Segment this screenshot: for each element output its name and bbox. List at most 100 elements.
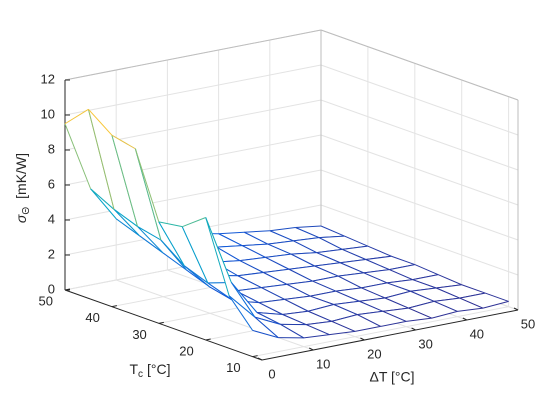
mesh-edge: [254, 316, 281, 325]
x-axis-label: ΔT [°C]: [369, 369, 414, 385]
mesh-edge: [408, 307, 433, 319]
mesh-edge: [267, 243, 292, 255]
mesh-edge: [410, 287, 437, 292]
axis-line: [64, 289, 263, 361]
mesh-edge: [337, 272, 364, 277]
mesh-edge: [228, 295, 254, 331]
mesh-face: [261, 284, 311, 300]
mesh-edge: [261, 283, 287, 289]
mesh-face: [214, 260, 264, 276]
y-axis-label: Tc [°C]: [129, 361, 170, 380]
mesh-edge: [433, 300, 458, 312]
mesh-face: [305, 321, 356, 335]
axis-line: [261, 309, 519, 361]
mesh-face: [310, 291, 360, 305]
mesh-face: [384, 291, 434, 309]
x-tick-label: 10: [316, 356, 330, 371]
mesh-edge: [284, 295, 311, 300]
mesh-edge: [244, 230, 270, 233]
mesh-face: [291, 252, 341, 266]
box-edge: [64, 29, 322, 81]
mesh-edge: [216, 246, 241, 262]
grid-line: [320, 169, 519, 241]
mesh-edge: [288, 265, 315, 270]
mesh-edge: [312, 280, 337, 292]
mesh-edge: [461, 284, 486, 294]
mesh-edge: [111, 134, 136, 150]
tick-mark: [513, 307, 519, 311]
mesh-edge: [482, 300, 509, 309]
mesh-edge: [254, 316, 279, 339]
mesh-edge: [342, 248, 366, 260]
mesh-face: [235, 287, 285, 303]
z-axis-label-unit: [mK/W]: [13, 153, 29, 199]
mesh-edge: [286, 280, 313, 285]
mesh-edge: [457, 307, 484, 312]
x-tick-label: 30: [418, 336, 432, 351]
mesh-edge: [438, 274, 462, 286]
grid-line: [116, 279, 314, 351]
mesh-edge: [158, 221, 185, 267]
mesh-face: [295, 226, 345, 238]
mesh-edge: [263, 272, 288, 285]
mesh-edge: [329, 330, 356, 336]
tick-mark: [158, 321, 164, 324]
mesh-edge: [284, 298, 309, 312]
mesh-face: [244, 230, 294, 245]
mesh-edge: [340, 259, 366, 264]
mesh-edge: [414, 264, 439, 276]
mesh-edge: [307, 310, 332, 322]
mesh-edge: [307, 304, 334, 312]
y-tick-label: 30: [132, 327, 146, 342]
mesh-face: [433, 298, 484, 312]
mesh-face: [114, 209, 164, 253]
mesh-edge: [288, 268, 313, 282]
mesh-edge: [64, 108, 89, 125]
mesh-face: [286, 281, 336, 297]
z-tick-label: 2: [48, 246, 55, 261]
mesh-face: [357, 311, 407, 327]
tick-mark: [411, 327, 416, 331]
y-tick-label: 20: [179, 343, 193, 358]
mesh-edge: [389, 269, 413, 281]
mesh-edge: [305, 320, 332, 326]
mesh-edge: [391, 255, 415, 266]
mesh-edge: [335, 287, 362, 292]
z-axis-label-main: σ: [13, 214, 29, 223]
mesh-edge: [290, 253, 315, 267]
mesh-edge: [115, 218, 140, 237]
mesh-edge: [113, 208, 138, 227]
mesh-edge: [260, 287, 285, 300]
mesh-edge: [412, 274, 439, 281]
mesh-edge: [237, 275, 262, 289]
mesh-edge: [305, 324, 330, 336]
mesh-edge: [205, 217, 230, 296]
mesh-edge: [337, 275, 362, 289]
mesh-edge: [134, 148, 160, 222]
mesh-face: [436, 284, 486, 299]
grid-line: [320, 134, 519, 206]
y-axis-label-unit: [°C]: [147, 361, 171, 377]
mesh-edge: [361, 282, 388, 289]
y-tick-label: 10: [226, 360, 240, 375]
mesh-edge: [139, 235, 164, 254]
mesh-face: [280, 324, 330, 338]
mesh-edge: [363, 272, 388, 284]
tick-mark: [462, 317, 468, 321]
x-tick-label: 20: [367, 346, 381, 361]
mesh-edge: [384, 297, 409, 309]
tick-mark: [360, 337, 365, 341]
mesh-edge: [331, 320, 356, 332]
z-tick-label: 10: [41, 106, 55, 121]
z-tick-label: 8: [48, 141, 55, 156]
mesh-face: [218, 232, 268, 246]
mesh-face: [267, 240, 317, 255]
mesh-edge: [160, 239, 185, 267]
tick-mark: [64, 288, 71, 291]
mesh-edge: [354, 325, 381, 332]
mesh-edge: [310, 290, 336, 297]
tick-mark: [257, 357, 263, 361]
z-axis-label: σΘ [mK/W]: [13, 153, 32, 223]
mesh-face: [333, 301, 383, 315]
mesh-edge: [269, 227, 296, 232]
